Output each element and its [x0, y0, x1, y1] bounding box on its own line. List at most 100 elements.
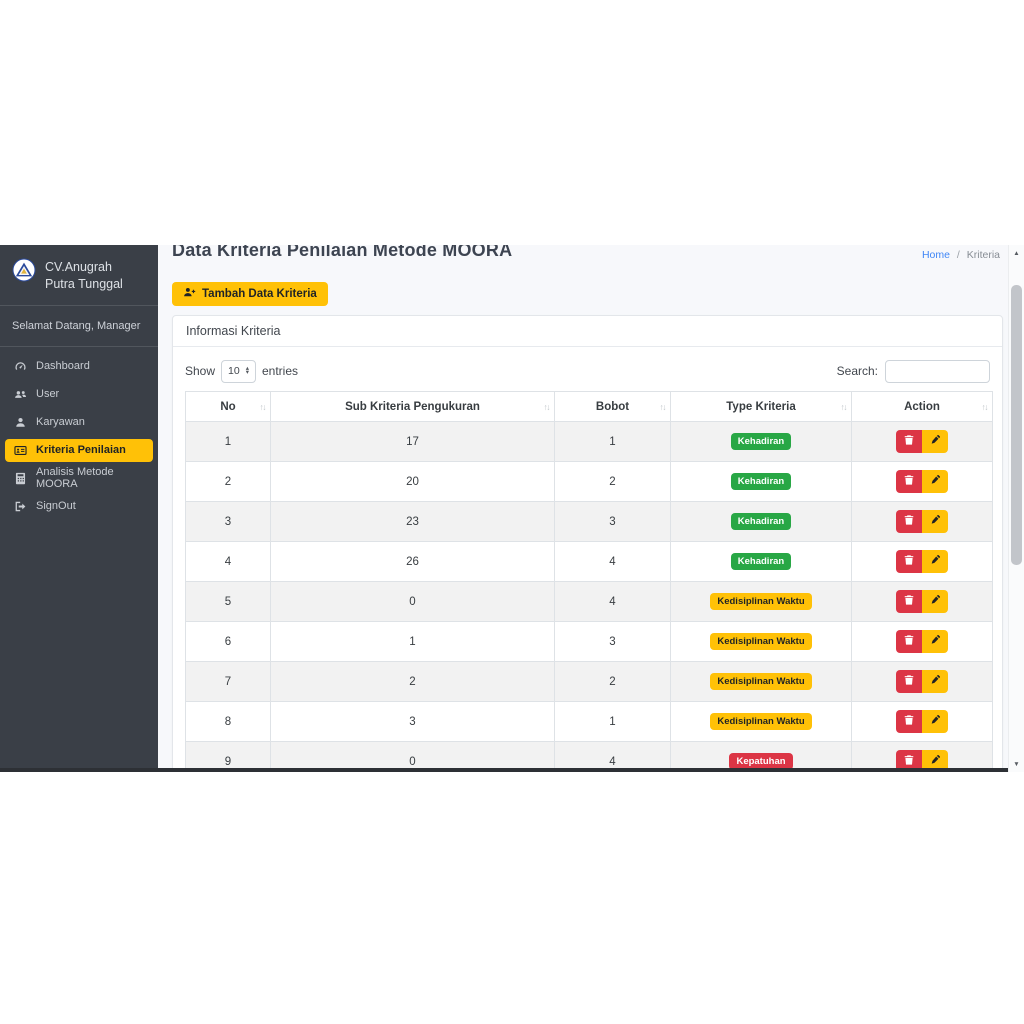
type-badge: Kehadiran: [730, 513, 792, 530]
action-buttons: [896, 750, 948, 772]
card-body: Show 10 ▴ ▾ entries Search:: [173, 347, 1002, 772]
cell-type: Kedisiplinan Waktu: [670, 661, 852, 702]
sort-icon: ↑↓: [543, 401, 551, 412]
table-row: 6 1 3 Kedisiplinan Waktu: [185, 621, 993, 662]
type-badge: Kedisiplinan Waktu: [710, 713, 812, 730]
sort-icon: ↑↓: [981, 401, 989, 412]
delete-button[interactable]: [896, 430, 922, 453]
breadcrumb-home-link[interactable]: Home: [921, 249, 950, 261]
delete-button[interactable]: [896, 710, 922, 733]
edit-icon: [929, 634, 941, 649]
cell-action: [851, 741, 993, 772]
scroll-down-arrow-icon[interactable]: ▼: [1013, 760, 1020, 768]
table-row: 3 23 3 Kehadiran: [185, 501, 993, 542]
search-input[interactable]: [885, 359, 990, 383]
sidebar-item-label: Kriteria Penilaian: [36, 444, 126, 457]
id-card-icon: [13, 443, 27, 457]
table-row: 7 2 2 Kedisiplinan Waktu: [185, 661, 993, 702]
cell-bobot: 3: [554, 621, 671, 662]
page-length-control: Show 10 ▴ ▾ entries: [185, 359, 298, 383]
edit-button[interactable]: [922, 750, 948, 772]
criteria-table: No ↑↓ Sub Kriteria Pengukuran ↑↓ Bobot ↑↓ T…: [185, 391, 993, 772]
type-badge: Kepatuhan: [729, 753, 793, 770]
edit-button[interactable]: [922, 670, 948, 693]
column-header-sub-kriteria[interactable]: Sub Kriteria Pengukuran ↑↓: [270, 391, 555, 422]
add-criteria-button[interactable]: Tambah Data Kriteria: [172, 282, 328, 306]
cell-bobot: 3: [554, 501, 671, 542]
page-length-value: 10: [228, 365, 240, 377]
edit-icon: [929, 714, 941, 729]
cell-bobot: 4: [554, 541, 671, 582]
brand: CV.Anugrah Putra Tunggal: [0, 245, 158, 306]
trash-icon: [903, 674, 915, 689]
sidebar-menu: Dashboard User Karyawan Kriteria Penilai…: [0, 347, 158, 531]
sort-icon: ↑↓: [659, 401, 667, 412]
cell-sub-kriteria: 20: [270, 461, 555, 502]
edit-button[interactable]: [922, 510, 948, 533]
delete-button[interactable]: [896, 750, 922, 772]
edit-icon: [929, 754, 941, 769]
column-header-action[interactable]: Action ↑↓: [851, 391, 993, 422]
cell-bobot: 1: [554, 701, 671, 742]
scrollbar-thumb[interactable]: [1011, 285, 1022, 565]
action-buttons: [896, 430, 948, 453]
trash-icon: [903, 594, 915, 609]
vertical-scrollbar[interactable]: ▲ ▼: [1008, 245, 1024, 772]
column-header-type-kriteria[interactable]: Type Kriteria ↑↓: [670, 391, 852, 422]
cell-action: [851, 701, 993, 742]
page-length-select[interactable]: 10 ▴ ▾: [221, 359, 256, 383]
cell-bobot: 4: [554, 741, 671, 772]
action-buttons: [896, 550, 948, 573]
edit-icon: [929, 554, 941, 569]
trash-icon: [903, 474, 915, 489]
calculator-icon: [13, 471, 27, 485]
welcome-text: Selamat Datang, Manager: [0, 306, 158, 347]
cell-action: [851, 461, 993, 502]
sidebar-item-dashboard[interactable]: Dashboard: [5, 355, 153, 378]
sidebar-item-user[interactable]: User: [5, 383, 153, 406]
delete-button[interactable]: [896, 510, 922, 533]
column-header-bobot[interactable]: Bobot ↑↓: [554, 391, 671, 422]
delete-button[interactable]: [896, 630, 922, 653]
edit-button[interactable]: [922, 590, 948, 613]
edit-button[interactable]: [922, 710, 948, 733]
scroll-up-arrow-icon[interactable]: ▲: [1013, 249, 1020, 257]
edit-icon: [929, 474, 941, 489]
sidebar-item-signout[interactable]: SignOut: [5, 495, 153, 518]
column-header-no[interactable]: No ↑↓: [185, 391, 271, 422]
cell-no: 7: [185, 661, 271, 702]
type-badge: Kehadiran: [730, 433, 792, 450]
action-buttons: [896, 710, 948, 733]
sidebar-item-karyawan[interactable]: Karyawan: [5, 411, 153, 434]
sidebar-item-kriteria-penilaian[interactable]: Kriteria Penilaian: [5, 438, 153, 462]
type-badge: Kedisiplinan Waktu: [710, 673, 812, 690]
cell-no: 2: [185, 461, 271, 502]
edit-button[interactable]: [922, 430, 948, 453]
cell-type: Kedisiplinan Waktu: [670, 581, 852, 622]
edit-icon: [929, 674, 941, 689]
edit-button[interactable]: [922, 470, 948, 493]
edit-button[interactable]: [922, 630, 948, 653]
signout-icon: [13, 499, 27, 513]
delete-button[interactable]: [896, 590, 922, 613]
edit-button[interactable]: [922, 550, 948, 573]
cell-sub-kriteria: 1: [270, 621, 555, 662]
type-badge: Kedisiplinan Waktu: [710, 593, 812, 610]
sidebar-item-analisis-metode-moora[interactable]: Analisis Metode MOORA: [5, 466, 153, 490]
cell-bobot: 4: [554, 581, 671, 622]
cell-type: Kehadiran: [670, 541, 852, 582]
type-badge: Kehadiran: [730, 553, 792, 570]
cell-action: [851, 661, 993, 702]
cell-type: Kehadiran: [670, 461, 852, 502]
search-label: Search:: [836, 364, 878, 378]
brand-name: CV.Anugrah Putra Tunggal: [45, 260, 123, 291]
cell-no: 5: [185, 581, 271, 622]
edit-icon: [929, 434, 941, 449]
delete-button[interactable]: [896, 550, 922, 573]
cell-type: Kepatuhan: [670, 741, 852, 772]
delete-button[interactable]: [896, 470, 922, 493]
breadcrumb: Home / Kriteria: [922, 249, 1000, 261]
action-buttons: [896, 630, 948, 653]
delete-button[interactable]: [896, 670, 922, 693]
